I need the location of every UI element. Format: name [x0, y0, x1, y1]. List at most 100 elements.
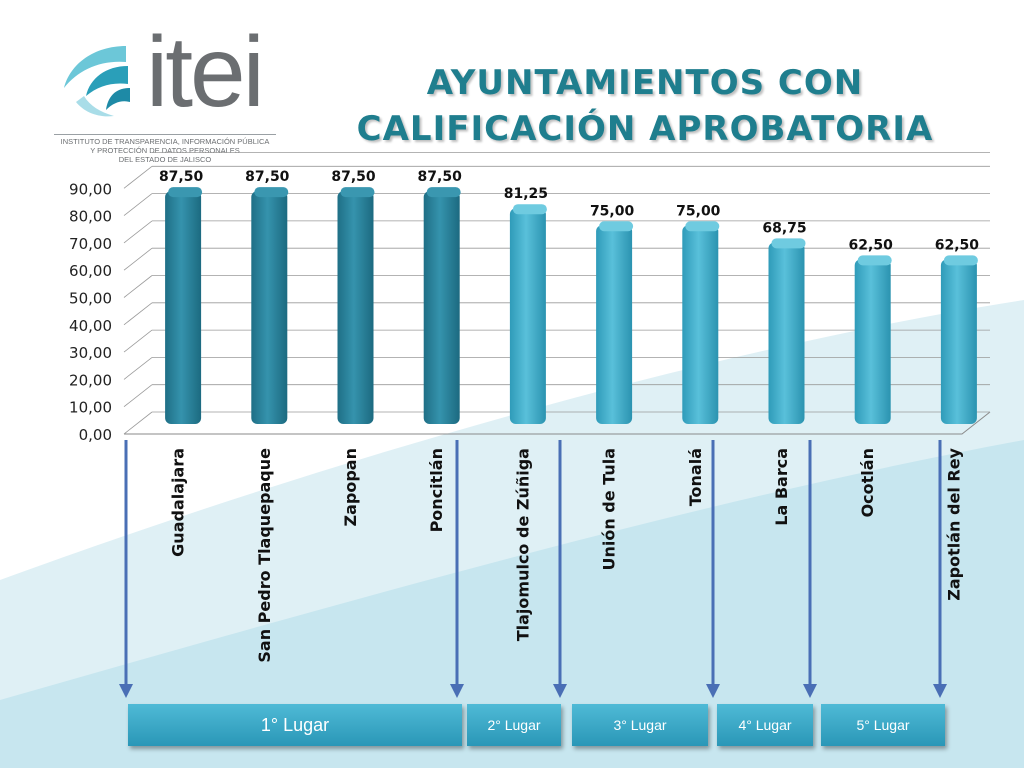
bar-cap	[857, 255, 892, 266]
logo-subtitle-line: DEL ESTADO DE JALISCO	[118, 155, 212, 164]
bar-cap	[254, 187, 289, 198]
down-arrow-icon	[119, 440, 133, 698]
bar	[854, 255, 892, 424]
bar-body	[165, 191, 202, 424]
bar	[768, 238, 806, 424]
place-box: 1° Lugar	[128, 704, 462, 746]
bars	[165, 187, 978, 424]
logo-swirl-icon	[64, 46, 130, 117]
bar-body	[509, 208, 546, 424]
bar	[251, 187, 289, 424]
logo-subtitle-line: Y PROTECCIÓN DE DATOS PERSONALES	[90, 146, 240, 155]
down-arrow-icon	[803, 440, 817, 698]
bar	[423, 187, 461, 424]
logo-subtitle: INSTITUTO DE TRANSPARENCIA, INFORMACIÓN …	[54, 134, 276, 164]
chart-floor	[124, 411, 991, 435]
logo-subtitle-line: INSTITUTO DE TRANSPARENCIA, INFORMACIÓN …	[60, 137, 270, 146]
place-box: 3° Lugar	[572, 704, 708, 746]
bar-value-label: 87,50	[159, 169, 204, 185]
bar	[337, 187, 375, 424]
place-box: 5° Lugar	[821, 704, 945, 746]
data-labels: 87,50 87,50 87,50 87,50 81,25 75,00 75,00 68,75…	[159, 169, 979, 253]
bar-value-label: 62,50	[935, 237, 980, 253]
down-arrow-icon	[706, 440, 720, 698]
grid-line	[123, 193, 153, 216]
category-label: Poncitlán	[427, 448, 446, 532]
bar-body	[596, 225, 633, 424]
bar	[509, 204, 547, 424]
bar-cap	[771, 238, 806, 249]
place-box: 2° Lugar	[467, 704, 561, 746]
bar-body	[423, 191, 460, 424]
category-label: San Pedro Tlaquepaque	[255, 448, 274, 663]
bar	[940, 255, 978, 424]
place-box: 4° Lugar	[717, 704, 813, 746]
bar	[682, 221, 720, 424]
bar-cap	[426, 187, 461, 198]
bar-value-label: 75,00	[590, 203, 635, 219]
place-label: 2° Lugar	[487, 717, 541, 733]
category-label: La Barca	[772, 448, 791, 526]
place-label: 1° Lugar	[260, 714, 330, 735]
bar	[165, 187, 203, 424]
grid-line	[123, 302, 153, 326]
bar-cap	[168, 187, 203, 198]
bar-value-label: 81,25	[504, 186, 548, 202]
category-label: Zapotlán del Rey	[944, 447, 963, 600]
category-label: Zapopan	[341, 448, 360, 526]
place-label: 5° Lugar	[856, 717, 910, 733]
y-tick-label: 0,00	[79, 426, 112, 444]
down-arrow-icon	[933, 440, 947, 698]
grid-line	[123, 357, 153, 380]
y-axis-ticks: 0,00 10,00 20,00 30,00 40,00 50,00 60,00 70,00 8…	[69, 180, 112, 444]
y-tick-label: 10,00	[69, 399, 112, 417]
y-tick-label: 60,00	[69, 262, 112, 280]
place-arrows	[119, 440, 947, 698]
y-tick-label: 50,00	[69, 290, 112, 308]
place-label: 3° Lugar	[613, 717, 667, 733]
category-label: Guadalajara	[169, 448, 188, 557]
bar-body	[682, 225, 719, 424]
y-tick-label: 40,00	[69, 317, 112, 335]
bar-body	[940, 259, 977, 424]
grid-line	[123, 384, 153, 408]
category-label: Tonalá	[686, 448, 705, 506]
logo-wordmark: itei	[146, 16, 265, 128]
place-label: 4° Lugar	[738, 717, 792, 733]
bar-cap	[685, 221, 720, 232]
y-tick-label: 80,00	[69, 208, 112, 226]
grid-line	[123, 411, 153, 435]
y-tick-label: 70,00	[69, 235, 112, 253]
category-label: Tlajomulco de Zúñiga	[513, 448, 532, 641]
category-label: Unión de Tula	[600, 448, 619, 571]
grid-line	[123, 275, 153, 298]
bar	[596, 221, 634, 424]
grid-line	[123, 165, 153, 189]
category-labels: Guadalajara San Pedro Tlaquepaque Zapopan P…	[169, 447, 964, 662]
page-title-line: AYUNTAMIENTOS CON	[426, 63, 864, 103]
down-arrow-icon	[450, 440, 464, 698]
grid-lines	[123, 152, 991, 435]
bar-body	[251, 191, 288, 424]
bar-cap	[512, 204, 547, 215]
y-tick-label: 30,00	[69, 344, 112, 362]
category-label: Ocotlán	[858, 448, 877, 517]
bar-body	[854, 259, 891, 424]
bar-value-label: 75,00	[676, 203, 721, 219]
grid-line	[123, 247, 153, 271]
down-arrow-icon	[553, 440, 567, 698]
bar-value-label: 87,50	[331, 169, 376, 185]
bar-body	[337, 191, 374, 424]
y-tick-label: 20,00	[69, 371, 112, 389]
grid-line	[123, 220, 153, 244]
bar-value-label: 87,50	[418, 169, 463, 185]
bar-value-label: 62,50	[849, 237, 894, 253]
bar-value-label: 87,50	[245, 169, 290, 185]
y-tick-label: 90,00	[69, 180, 112, 198]
page-title: AYUNTAMIENTOS CON CALIFICACIÓN APROBATOR…	[300, 60, 990, 152]
bar-cap	[340, 187, 375, 198]
bar-cap	[599, 221, 634, 232]
bar-cap	[943, 255, 978, 266]
